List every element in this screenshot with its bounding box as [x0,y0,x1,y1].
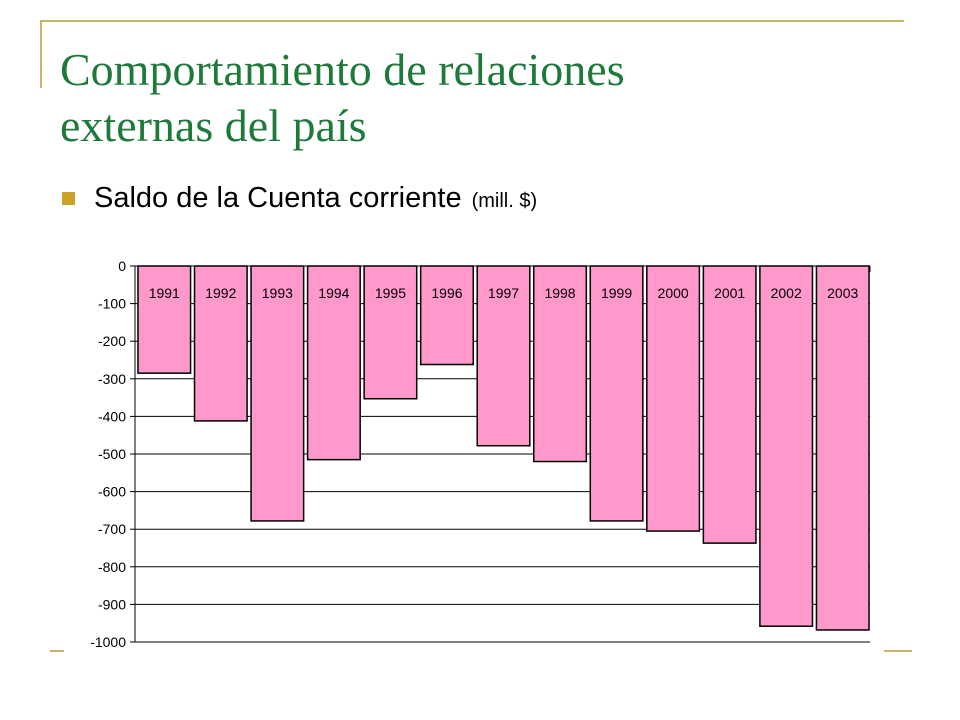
category-label: 1998 [544,285,575,301]
bar [193,265,248,422]
category-label: 1994 [318,285,349,301]
bar [137,265,192,374]
y-tick-label: -600 [98,484,126,500]
bar [306,265,361,461]
bar [419,265,475,366]
category-label: 1997 [488,285,519,301]
bar [363,265,418,400]
bullet-text: Saldo de la Cuenta corriente [94,182,462,214]
category-label: 1991 [149,285,180,301]
bullet-item: Saldo de la Cuenta corriente (mill. $) [62,182,537,215]
y-tick-label: -500 [98,446,126,462]
y-tick-label: 0 [118,258,126,274]
slide-title-line-1: Comportamiento de relaciones [60,44,625,95]
category-label: 1993 [262,285,293,301]
category-label: 1992 [205,285,236,301]
bar [702,265,757,544]
category-label: 2001 [714,285,745,301]
category-label: 1995 [375,285,406,301]
bar [476,265,531,447]
category-label: 2000 [658,285,689,301]
y-tick-label: -200 [98,333,126,349]
y-tick-label: -100 [98,296,126,312]
bar [250,265,305,522]
bullet-unit: (mill. $) [471,190,538,212]
category-label: 1999 [601,285,632,301]
bar [759,265,814,627]
bar [532,265,588,463]
bar [646,265,701,532]
y-tick-label: -1000 [90,634,126,650]
y-tick-label: -700 [98,521,126,537]
decor-bottom-right-rule [884,650,912,652]
category-label: 2002 [771,285,802,301]
frame-top-rule [40,20,904,22]
slide-title-line-2: externas del país [60,100,367,151]
y-tick-label: -400 [98,408,126,424]
frame-left-rule [40,20,42,88]
y-tick-label: -900 [98,596,126,612]
y-tick-label: -300 [98,371,126,387]
square-bullet-icon [62,192,75,205]
category-label: 2003 [827,285,858,301]
bar [589,265,644,522]
slide-title: Comportamiento de relaciones externas de… [60,42,920,154]
y-tick-label: -800 [98,559,126,575]
category-label: 1996 [431,285,462,301]
bar [815,265,870,631]
decor-bottom-left-rule [50,650,64,652]
